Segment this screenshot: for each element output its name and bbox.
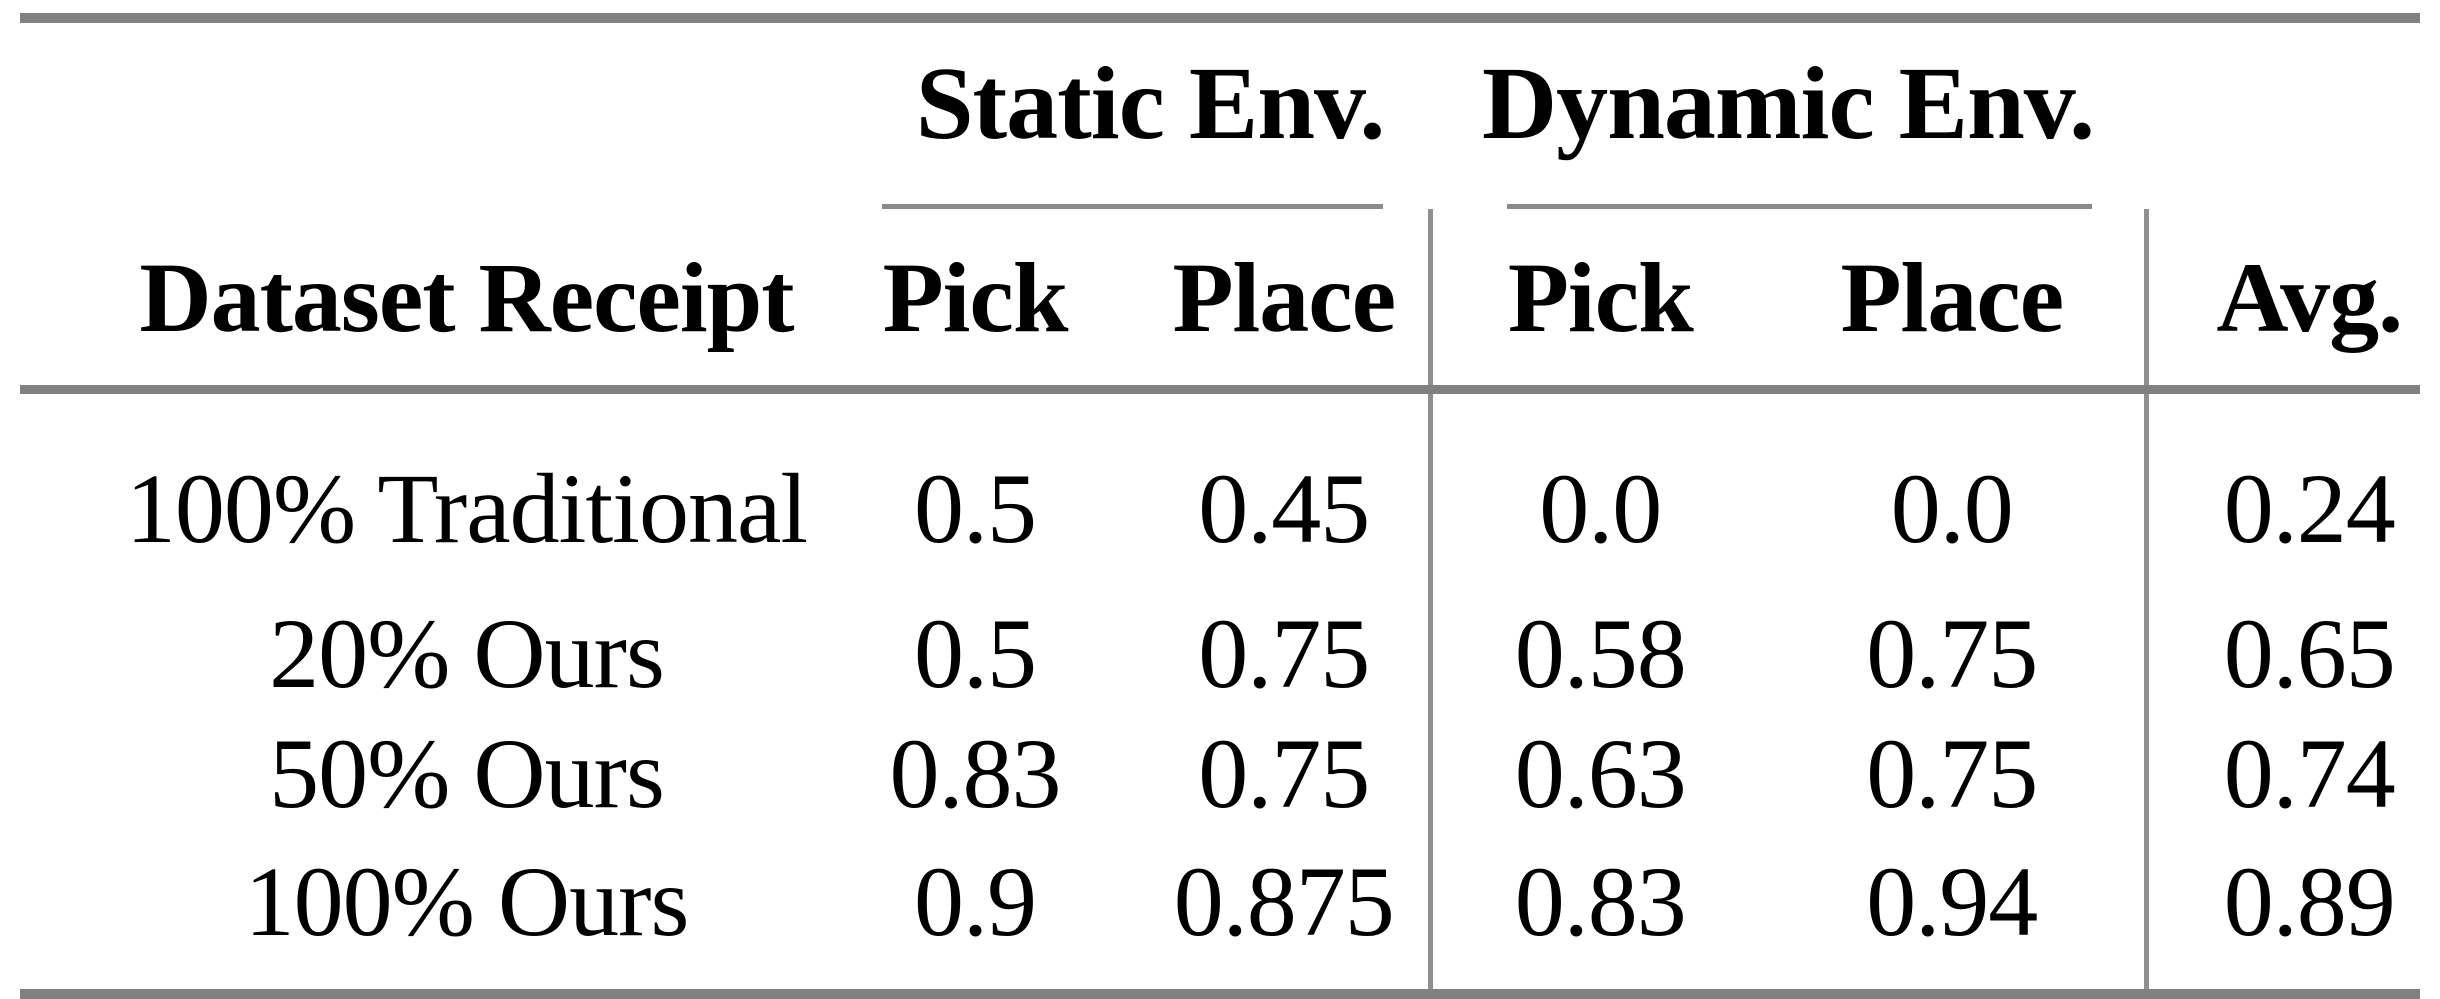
cell-dynamic-place: 0.94 <box>1866 845 2038 957</box>
group-header-spacer-avg <box>2146 18 2420 209</box>
cell-dynamic-pick: 0.0 <box>1427 389 1761 594</box>
cell-avg: 0.65 <box>2143 594 2421 714</box>
cell-static-pick: 0.5 <box>914 598 1037 709</box>
cell-static-pick: 0.9 <box>914 845 1037 957</box>
results-table: Static Env. Dynamic Env. Dataset Receipt… <box>20 13 2421 999</box>
cell-dynamic-pick: 0.63 <box>1427 714 1761 834</box>
group-header-row: Static Env. Dynamic Env. <box>20 18 2420 209</box>
cell-dynamic-pick: 0.58 <box>1427 594 1761 714</box>
cell-avg: 0.89 <box>2143 834 2421 994</box>
cell-dynamic-place: 0.75 <box>1866 598 2038 709</box>
cell-dynamic-place: 0.75 <box>1866 718 2038 829</box>
cell-dynamic-pick: 0.83 <box>1427 834 1761 994</box>
cell-static-place: 0.75 <box>1198 598 1370 709</box>
cell-static-place: 0.75 <box>1198 718 1370 829</box>
group-label-dynamic: Dynamic Env. <box>1481 46 2095 161</box>
cmidrule-dynamic <box>1507 204 2093 209</box>
group-header-static: Static Env. <box>870 18 1430 209</box>
cell-row-label: 50% Ours <box>269 718 665 829</box>
cell-avg: 0.74 <box>2143 714 2421 834</box>
cell-static-place: 0.875 <box>1173 845 1395 957</box>
group-label-static: Static Env. <box>915 46 1386 161</box>
group-header-dynamic: Dynamic Env. <box>1430 18 2146 209</box>
cell-row-label: 20% Ours <box>269 598 665 709</box>
column-header-static-place: Place <box>1080 209 1431 394</box>
table-row: 20% Ours 0.5 0.75 0.58 0.75 0.65 <box>20 594 2421 714</box>
column-header-dataset-receipt: Dataset Receipt <box>20 209 870 394</box>
table-row: 100% Ours 0.9 0.875 0.83 0.94 0.89 <box>20 834 2421 994</box>
cmidrule-static <box>882 204 1384 209</box>
cell-avg: 0.24 <box>2143 389 2421 594</box>
column-header-dynamic-pick: Pick <box>1427 209 1761 394</box>
cell-static-place: 0.45 <box>1198 453 1370 564</box>
group-header-spacer <box>20 18 870 209</box>
cell-dynamic-place: 0.0 <box>1890 453 2014 564</box>
column-header-static-pick: Pick <box>870 209 1080 394</box>
cell-row-label: 100% Ours <box>244 845 690 957</box>
table-row: 50% Ours 0.83 0.75 0.63 0.75 0.74 <box>20 714 2421 834</box>
cell-row-label: 100% Traditional <box>125 453 808 564</box>
cell-static-pick: 0.83 <box>889 718 1062 829</box>
column-header-avg: Avg. <box>2143 209 2421 394</box>
table-row: 100% Traditional 0.5 0.45 0.0 0.0 0.24 <box>20 389 2421 594</box>
column-header-dynamic-place: Place <box>1760 209 2147 394</box>
column-header-row: Dataset Receipt Pick Place Pick Place Av… <box>20 209 2421 394</box>
cell-static-pick: 0.5 <box>914 453 1037 564</box>
